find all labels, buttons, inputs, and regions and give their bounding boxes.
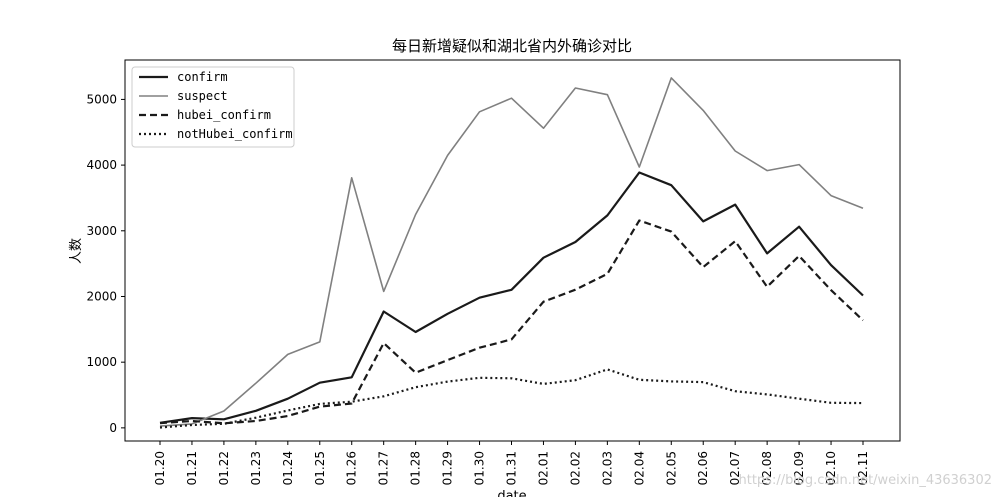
x-tick-label: 01.20 [153, 451, 167, 485]
x-tick-label: 01.28 [409, 451, 423, 485]
legend-entry: hubei_confirm [177, 108, 271, 122]
x-tick-label: 01.22 [217, 451, 231, 485]
legend: confirm suspect hubei_confirm notHubei_conf… [131, 66, 295, 148]
x-tick-label: 02.06 [696, 451, 710, 485]
x-tick-label: 01.29 [441, 451, 455, 485]
x-axis-label: date [497, 489, 526, 497]
series-line-suspect [159, 77, 864, 427]
y-tick-label: 3000 [86, 224, 117, 238]
series-line-confirm [159, 171, 864, 424]
x-tick-label: 02.11 [856, 451, 870, 485]
y-tick-label: 5000 [86, 92, 117, 106]
x-tick-label: 02.07 [728, 451, 742, 485]
x-tick-label: 01.26 [345, 451, 359, 485]
chart-title: 每日新增疑似和湖北省内外确诊对比 [392, 37, 632, 55]
x-tick-label: 02.03 [600, 451, 614, 485]
x-tick-label: 01.25 [313, 451, 327, 485]
legend-entry: notHubei_confirm [177, 127, 293, 141]
y-axis-label: 人数 [69, 238, 84, 264]
x-tick-label: 01.27 [377, 451, 391, 485]
x-tick-label: 01.30 [473, 451, 487, 485]
series-line-nothubei-confirm [159, 368, 864, 429]
x-tick-label: 01.24 [281, 451, 295, 485]
y-tick-label: 1000 [86, 355, 117, 369]
series-line-hubei-confirm [159, 219, 864, 425]
x-tick-label: 02.08 [760, 451, 774, 485]
y-tick-label: 4000 [86, 158, 117, 172]
x-tick-label: 01.23 [249, 451, 263, 485]
x-tick-label: 01.31 [505, 451, 519, 485]
legend-entry: confirm [177, 70, 228, 84]
y-tick-label: 2000 [86, 289, 117, 303]
series-lines [159, 77, 864, 429]
legend-entry: suspect [177, 89, 228, 103]
y-tick-label: 0 [109, 421, 117, 435]
x-tick-label: 02.05 [664, 451, 678, 485]
x-tick-label: 02.01 [536, 451, 550, 485]
x-tick-label: 02.04 [632, 451, 646, 485]
x-tick-label: 02.02 [568, 451, 582, 485]
x-axis: 01.20 01.21 01.22 01.23 01.24 01.25 01.26 01.27… [153, 441, 870, 485]
watermark: https://blog.csdn.net/weixin_43636302 [738, 473, 992, 488]
legend-box [131, 66, 295, 148]
x-tick-label: 02.09 [792, 451, 806, 485]
y-axis: 0 1000 2000 3000 4000 5000 [86, 92, 125, 435]
x-tick-label: 01.21 [185, 451, 199, 485]
x-tick-label: 02.10 [824, 451, 838, 485]
